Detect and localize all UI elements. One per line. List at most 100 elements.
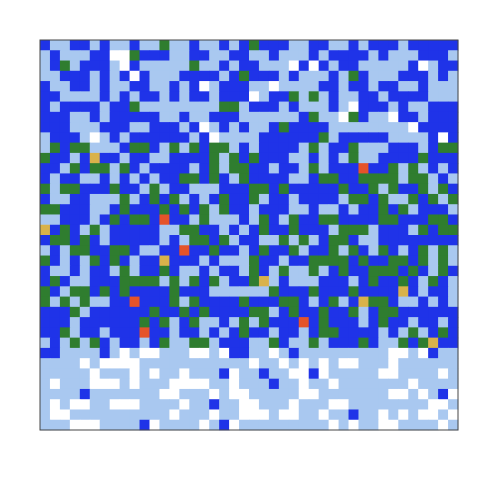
heatmap-cell bbox=[149, 183, 161, 195]
heatmap-cell bbox=[249, 296, 260, 308]
heatmap-cell bbox=[169, 327, 180, 339]
heatmap-cell bbox=[229, 358, 240, 370]
heatmap-cell bbox=[49, 296, 61, 308]
heatmap-cell bbox=[338, 306, 350, 318]
heatmap-cell bbox=[318, 183, 330, 195]
heatmap-cell bbox=[239, 60, 250, 72]
heatmap-cell bbox=[219, 224, 230, 236]
heatmap-cell bbox=[288, 368, 300, 380]
heatmap-cell bbox=[388, 111, 399, 123]
heatmap-cell bbox=[99, 204, 111, 216]
heatmap-cell bbox=[388, 81, 399, 92]
heatmap-cell bbox=[40, 317, 51, 328]
heatmap-cell bbox=[249, 327, 260, 339]
heatmap-cell bbox=[89, 60, 101, 72]
heatmap-cell bbox=[288, 183, 300, 195]
heatmap-cell bbox=[139, 265, 151, 277]
heatmap-cell bbox=[239, 296, 250, 308]
heatmap-cell bbox=[149, 245, 161, 257]
heatmap-cell bbox=[318, 245, 330, 257]
heatmap-cell bbox=[428, 142, 439, 154]
heatmap-cell bbox=[338, 101, 350, 113]
heatmap-cell bbox=[69, 60, 81, 72]
heatmap-cell bbox=[209, 358, 220, 370]
heatmap-cell bbox=[99, 183, 111, 195]
heatmap-cell bbox=[428, 409, 439, 421]
heatmap-cell bbox=[69, 91, 81, 103]
heatmap-cell bbox=[398, 276, 409, 287]
heatmap-cell bbox=[308, 50, 320, 62]
heatmap-cell bbox=[368, 388, 379, 400]
heatmap-cell bbox=[219, 193, 230, 205]
heatmap-cell bbox=[109, 327, 121, 339]
heatmap-cell bbox=[448, 224, 459, 236]
heatmap-cell bbox=[79, 419, 91, 431]
heatmap-cell bbox=[219, 204, 230, 216]
heatmap-cell bbox=[408, 204, 419, 216]
heatmap-cell bbox=[129, 388, 141, 400]
heatmap-cell bbox=[268, 235, 280, 246]
heatmap-cell bbox=[229, 286, 240, 298]
heatmap-cell bbox=[318, 70, 330, 82]
heatmap-cell bbox=[408, 163, 419, 175]
heatmap-cell bbox=[258, 183, 270, 195]
heatmap-cell bbox=[398, 70, 409, 82]
heatmap-cell bbox=[308, 81, 320, 92]
heatmap-cell bbox=[129, 122, 141, 133]
heatmap-cell bbox=[378, 132, 389, 144]
heatmap-cell bbox=[418, 317, 429, 328]
heatmap-cell bbox=[139, 296, 151, 308]
heatmap-cell bbox=[428, 81, 439, 92]
heatmap-cell bbox=[388, 286, 399, 298]
heatmap-cell bbox=[418, 111, 429, 123]
heatmap-cell bbox=[219, 255, 230, 267]
heatmap-cell bbox=[448, 286, 459, 298]
heatmap-cell bbox=[59, 419, 71, 431]
heatmap-cell bbox=[328, 204, 340, 216]
heatmap-cell bbox=[438, 286, 449, 298]
heatmap-cell bbox=[89, 347, 101, 359]
heatmap-cell bbox=[448, 388, 459, 400]
heatmap-cell bbox=[388, 60, 399, 72]
heatmap-cell bbox=[209, 142, 220, 154]
heatmap-cell bbox=[398, 152, 409, 164]
heatmap-cell bbox=[179, 235, 190, 246]
heatmap-cell bbox=[378, 286, 389, 298]
heatmap-cell bbox=[139, 81, 151, 92]
heatmap-cell bbox=[288, 378, 300, 390]
heatmap-cell bbox=[169, 317, 180, 328]
heatmap-cell bbox=[129, 358, 141, 370]
heatmap-cell bbox=[149, 132, 161, 144]
heatmap-cell bbox=[418, 347, 429, 359]
heatmap-cell bbox=[139, 60, 151, 72]
heatmap-cell bbox=[288, 122, 300, 133]
heatmap-cell bbox=[408, 81, 419, 92]
heatmap-cell bbox=[129, 173, 141, 185]
heatmap-cell bbox=[159, 163, 170, 175]
heatmap-cell bbox=[69, 388, 81, 400]
heatmap-cell bbox=[249, 214, 260, 226]
heatmap-cell bbox=[348, 101, 360, 113]
heatmap-cell bbox=[368, 50, 379, 62]
heatmap-cell bbox=[298, 306, 310, 318]
heatmap-cell bbox=[268, 50, 280, 62]
heatmap-cell bbox=[89, 399, 101, 411]
heatmap-cell bbox=[179, 70, 190, 82]
heatmap-cell bbox=[418, 368, 429, 380]
heatmap-cell bbox=[328, 245, 340, 257]
heatmap-cell bbox=[408, 224, 419, 236]
heatmap-cell bbox=[149, 317, 161, 328]
heatmap-cell bbox=[328, 101, 340, 113]
heatmap-cell bbox=[278, 173, 290, 185]
heatmap-cell bbox=[388, 224, 399, 236]
heatmap-cell bbox=[368, 204, 379, 216]
heatmap-cell bbox=[59, 60, 71, 72]
heatmap-cell bbox=[278, 50, 290, 62]
heatmap-cell bbox=[109, 388, 121, 400]
heatmap-cell bbox=[438, 378, 449, 390]
heatmap-cell bbox=[40, 60, 51, 72]
heatmap-cell bbox=[258, 286, 270, 298]
heatmap-cell bbox=[79, 111, 91, 123]
heatmap-cell bbox=[219, 276, 230, 287]
heatmap-cell bbox=[408, 60, 419, 72]
